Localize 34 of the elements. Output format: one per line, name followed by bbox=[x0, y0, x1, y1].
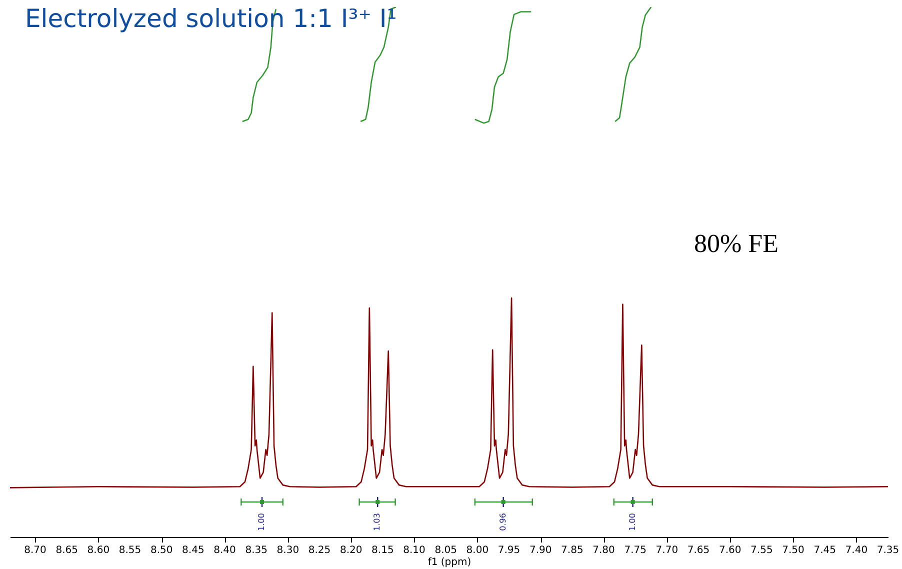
x-tick-label: 7.40 bbox=[845, 545, 868, 556]
x-tick-label: 8.30 bbox=[276, 545, 300, 556]
x-tick-label: 8.70 bbox=[24, 545, 46, 556]
x-axis-title: f1 (ppm) bbox=[428, 557, 472, 568]
x-tick-label: 7.60 bbox=[718, 545, 742, 556]
annotation: 1.03 bbox=[372, 513, 382, 531]
x-tick-label: 8.10 bbox=[403, 545, 426, 556]
x-tick-label: 7.95 bbox=[498, 545, 520, 556]
x-tick-label: 7.55 bbox=[750, 545, 773, 556]
x-tick-label: 7.80 bbox=[592, 545, 615, 556]
x-tick-label: 7.50 bbox=[782, 545, 804, 556]
annotation: 1.00 bbox=[257, 513, 266, 531]
x-tick-label: 7.35 bbox=[876, 545, 900, 556]
x-tick-label: 7.65 bbox=[687, 545, 710, 556]
x-tick-label: 8.60 bbox=[87, 545, 110, 556]
x-tick-label: 8.15 bbox=[372, 545, 394, 556]
x-tick-label: 8.20 bbox=[340, 545, 362, 556]
x-tick-label: 8.05 bbox=[434, 545, 457, 556]
x-tick-label: 8.25 bbox=[308, 545, 331, 556]
x-tick-label: 8.65 bbox=[56, 545, 78, 556]
annotation: 80% FE bbox=[694, 229, 778, 258]
x-tick-label: 7.90 bbox=[529, 545, 552, 556]
x-tick-label: 8.35 bbox=[245, 545, 268, 556]
x-tick-label: 8.55 bbox=[118, 545, 142, 556]
x-tick-label: 7.75 bbox=[624, 545, 646, 556]
annotation: 0.96 bbox=[498, 513, 508, 531]
x-tick-label: 8.40 bbox=[214, 545, 236, 556]
x-tick-label: 8.50 bbox=[150, 545, 173, 556]
x-tick-label: 8.45 bbox=[182, 545, 204, 556]
x-tick-label: 7.85 bbox=[561, 545, 584, 556]
x-tick-label: 7.45 bbox=[814, 545, 836, 556]
x-tick-label: 7.70 bbox=[656, 545, 678, 556]
annotation: 1.00 bbox=[628, 513, 637, 531]
x-tick-label: 8.00 bbox=[466, 545, 489, 556]
